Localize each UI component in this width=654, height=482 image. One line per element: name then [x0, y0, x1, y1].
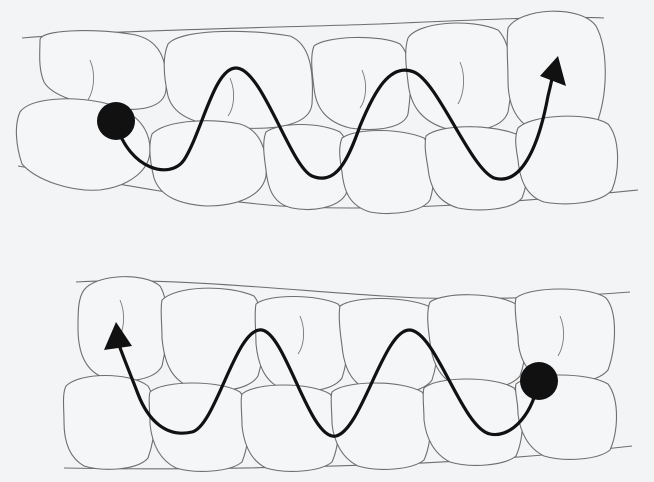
- upper-tooth-9: [339, 129, 435, 215]
- upper-start-dot: [97, 102, 135, 140]
- lower-brushing-path: [116, 328, 540, 438]
- lower-tooth-5: [427, 294, 527, 390]
- upper-tooth-8: [263, 124, 351, 211]
- upper-detail-3: [359, 69, 367, 109]
- upper-tooth-1: [39, 30, 167, 110]
- lower-tooth-4: [338, 297, 439, 394]
- lower-tooth-2: [160, 287, 265, 392]
- upper-tooth-3: [311, 36, 411, 131]
- upper-arrow-head: [540, 56, 566, 86]
- upper-tooth-2: [163, 30, 313, 129]
- lower-tooth-3: [254, 295, 349, 392]
- upper-detail-2: [227, 77, 235, 117]
- upper-detail-4: [457, 61, 465, 105]
- upper-tooth-10: [424, 126, 528, 211]
- upper-tooth-11: [515, 115, 619, 205]
- upper-arch: [15, 10, 639, 215]
- upper-brushing-path: [114, 66, 556, 181]
- lower-start-dot: [520, 362, 558, 400]
- upper-tooth-7: [149, 120, 267, 207]
- lower-detail-2: [297, 315, 305, 355]
- lower-detail-3: [557, 315, 565, 357]
- lower-tooth-9: [240, 384, 339, 472]
- lower-arch: [62, 276, 633, 472]
- upper-tooth-4: [405, 22, 512, 132]
- upper-detail-1: [87, 59, 95, 101]
- lower-tooth-10: [330, 382, 431, 470]
- lower-tooth-7: [62, 374, 156, 470]
- lower-arrow-head: [104, 322, 132, 350]
